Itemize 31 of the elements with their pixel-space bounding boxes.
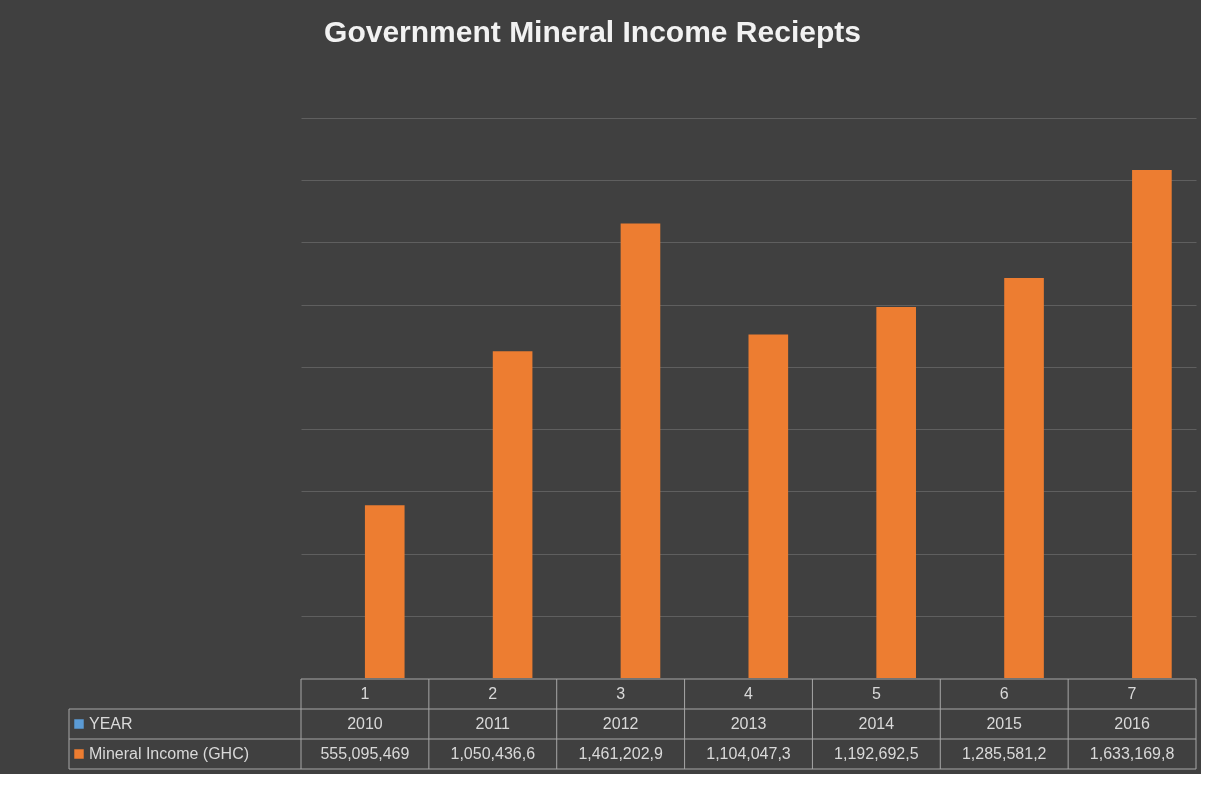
data-label: 2013 [730, 715, 767, 732]
data-label: 2015 [986, 715, 1023, 732]
data-label: 2016 [1114, 715, 1150, 732]
data-label: 1,104,047,3 [706, 745, 791, 762]
bar [364, 505, 405, 678]
x-tick-label: 2 [488, 685, 498, 702]
bar [492, 351, 533, 678]
bar [1132, 169, 1172, 678]
data-label: 2011 [475, 715, 511, 732]
bar [748, 334, 789, 678]
legend-label: Mineral Income (GHC) [89, 745, 250, 762]
x-tick-label: 3 [616, 685, 626, 702]
bar [620, 223, 661, 678]
data-label: 2014 [858, 715, 895, 732]
x-tick-label: 6 [999, 685, 1009, 702]
data-label: 555,095,469 [320, 745, 410, 762]
data-label: 1,633,169,8 [1089, 745, 1175, 762]
bar [1004, 278, 1044, 678]
data-label: 2012 [602, 715, 639, 732]
data-label: 2010 [347, 715, 383, 732]
bar [876, 306, 916, 678]
chart-title: Government Mineral Income Reciepts [324, 15, 861, 48]
x-tick-label: 5 [871, 685, 881, 702]
legend-label: YEAR [89, 715, 133, 732]
data-label: 1,285,581,2 [961, 745, 1047, 762]
x-tick-label: 1 [360, 685, 370, 702]
x-tick-label: 7 [1127, 685, 1137, 702]
data-label: 1,050,436,6 [450, 745, 536, 762]
data-label: 1,192,692,5 [834, 745, 919, 762]
x-tick-label: 4 [744, 685, 754, 702]
data-label: 1,461,202,9 [578, 745, 663, 762]
